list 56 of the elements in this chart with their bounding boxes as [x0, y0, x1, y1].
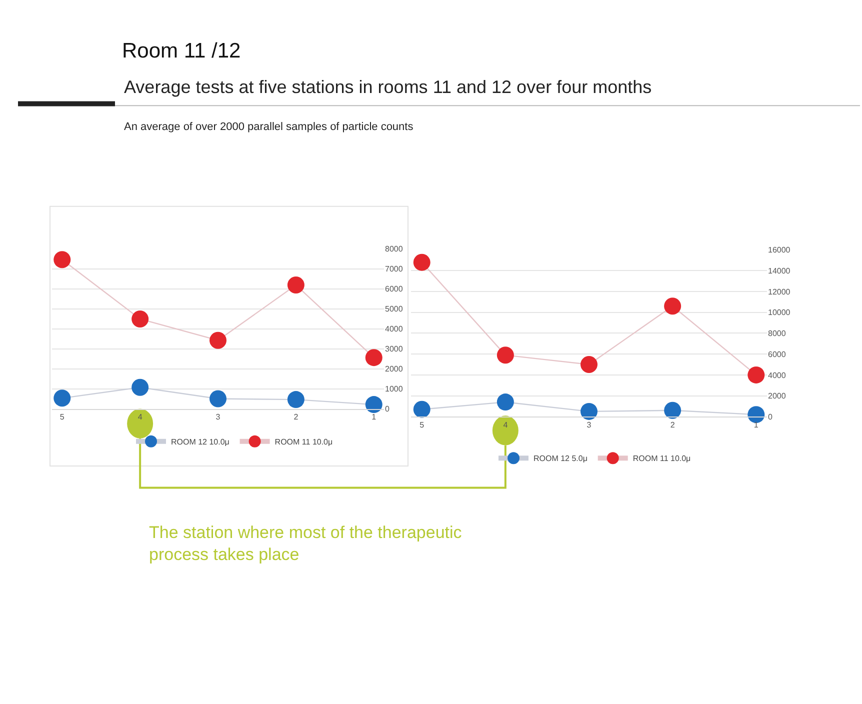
legend-label: ROOM 11 10.0μ	[632, 454, 692, 464]
chart-subtitle: Average tests at five stations in rooms 11 and 12 over four months	[124, 77, 652, 97]
y-tick-label: 6000	[385, 284, 404, 294]
text: The station where most of the therapeutic process takes place	[149, 523, 462, 564]
y-tick-label: 7000	[385, 264, 404, 274]
point	[580, 402, 598, 420]
point	[748, 406, 765, 424]
y-tick-label: 6000	[768, 350, 786, 359]
point	[287, 391, 304, 408]
chart-title: Room 11 /12	[122, 39, 241, 62]
y-tick-label: 4000	[768, 370, 786, 380]
point	[365, 396, 382, 414]
x-tick-label: 5	[420, 420, 425, 430]
point	[413, 400, 430, 418]
legend-label: ROOM 12 10.0μ	[171, 437, 230, 446]
point	[664, 402, 682, 419]
point	[210, 332, 226, 349]
x-tick-label: 3	[586, 420, 592, 430]
legend-label: ROOM 12 5.0μ	[534, 454, 588, 464]
y-tick-label: 10000	[768, 308, 791, 318]
y-tick-label: 8000	[768, 329, 786, 338]
point	[132, 378, 149, 396]
point	[54, 251, 71, 268]
y-tick-label: 2000	[385, 364, 404, 374]
point	[413, 254, 430, 271]
y-tick-label: 3000	[385, 344, 404, 354]
x-tick-label: 2	[670, 420, 676, 430]
point	[748, 366, 765, 384]
point	[287, 276, 304, 294]
x-tick-label: 1	[754, 420, 759, 430]
y-tick-label: 12000	[768, 287, 791, 296]
x-tick-label: 5	[60, 412, 65, 422]
x-tick-label: 4	[138, 412, 143, 422]
point	[210, 390, 226, 408]
x-tick-label: 2	[294, 412, 299, 422]
point	[664, 298, 682, 315]
point	[365, 349, 382, 366]
point	[132, 310, 149, 328]
text: An average of over 2000 parallel samples of particle counts	[124, 121, 414, 133]
y-tick-label: 0	[385, 404, 390, 414]
legend-label: ROOM 11 10.0μ	[274, 437, 334, 446]
point	[496, 346, 514, 364]
y-tick-label: 0	[768, 412, 773, 422]
x-tick-label: 1	[372, 412, 377, 422]
y-tick-label: 4000	[385, 324, 404, 334]
y-tick-label: 2000	[768, 392, 786, 401]
y-tick-label: 1000	[385, 384, 404, 394]
x-tick-label: 3	[216, 412, 221, 422]
y-tick-label: 8000	[385, 244, 404, 254]
y-tick-label: 5000	[385, 304, 404, 314]
y-tick-label: 16000	[768, 246, 791, 255]
point	[580, 356, 598, 374]
point	[54, 390, 71, 407]
point	[496, 394, 514, 411]
y-tick-label: 14000	[768, 266, 791, 276]
x-tick-label: 4	[503, 420, 508, 430]
